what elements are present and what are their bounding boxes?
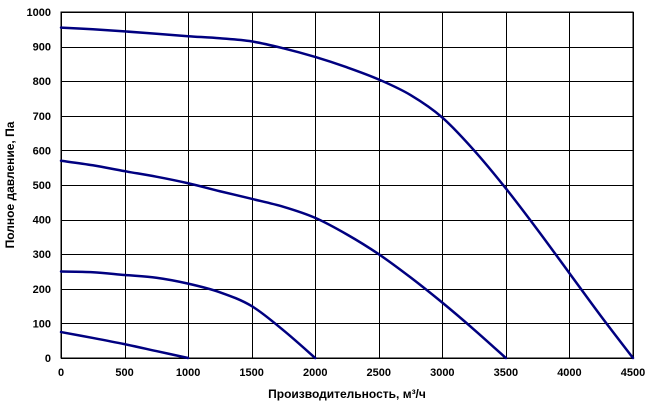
y-axis-title: Полное давление, Па [3, 121, 17, 248]
series-line [59, 26, 635, 360]
x-tick-label: 2000 [303, 367, 327, 379]
series-line [59, 330, 190, 360]
x-tick-label: 3000 [430, 367, 454, 379]
x-axis-title: Производительность, м³/ч [268, 387, 426, 401]
y-tick-label: 500 [33, 180, 51, 192]
series-line [59, 159, 508, 360]
x-tick-label: 1000 [176, 367, 200, 379]
x-tick-label: 3500 [494, 367, 518, 379]
y-tick-label: 200 [33, 284, 51, 296]
x-tick-label: 500 [115, 367, 133, 379]
y-tick-label: 100 [33, 318, 51, 330]
y-tick-label: 700 [33, 111, 51, 123]
x-tick-label: 2500 [367, 367, 391, 379]
y-tick-label: 400 [33, 215, 51, 227]
series-group [59, 26, 635, 360]
x-tick-label: 1500 [239, 367, 263, 379]
x-tick-label: 4000 [557, 367, 581, 379]
x-axis-ticks: 0 500 1000 1500 2000 2500 3000 3500 4000 4500 [58, 367, 645, 379]
y-tick-label: 1000 [27, 7, 51, 19]
y-tick-label: 800 [33, 76, 51, 88]
x-tick-label: 0 [58, 367, 64, 379]
y-tick-label: 900 [33, 42, 51, 54]
y-tick-label: 300 [33, 249, 51, 261]
gridlines [61, 12, 634, 359]
series-line [59, 270, 317, 360]
y-axis-ticks: 0 100 200 300 400 500 600 700 800 900 1000 [27, 7, 51, 365]
x-tick-label: 4500 [621, 367, 645, 379]
y-tick-label: 600 [33, 145, 51, 157]
y-tick-label: 0 [45, 353, 51, 365]
